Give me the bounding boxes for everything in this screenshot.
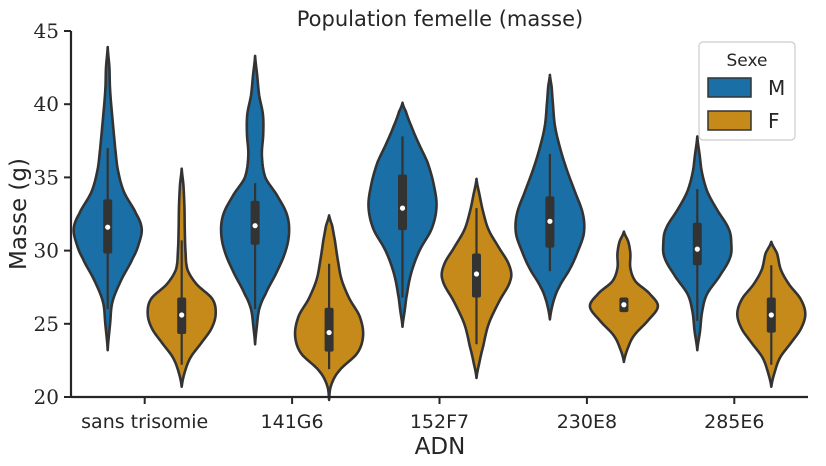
violin-iqr-box: [324, 307, 334, 352]
y-tick-label: 25: [34, 312, 59, 336]
violin-median-dot: [473, 271, 480, 277]
violin-median-dot: [252, 223, 258, 229]
x-axis-title: ADN: [415, 434, 466, 460]
y-tick-label: 45: [34, 19, 59, 43]
violin-median-dot: [547, 218, 553, 224]
violin-median-dot: [179, 312, 185, 318]
x-tick-label: sans trisomie: [81, 411, 208, 433]
violin-median-dot: [326, 329, 332, 336]
violin-median-dot: [694, 246, 700, 252]
y-axis-ticks: 20 25 30 35 40 45: [34, 19, 71, 409]
x-tick-label: 230E8: [557, 411, 617, 433]
x-axis-ticks: sans trisomie 141G6 152F7 230E8 285E6: [81, 397, 764, 433]
y-axis-title: Masse (g): [6, 158, 32, 270]
violin-f: [588, 230, 660, 364]
legend: Sexe M F: [698, 41, 796, 141]
violin-iqr-box: [398, 174, 407, 231]
y-tick-label: 35: [34, 165, 59, 189]
x-tick-label: 152F7: [410, 411, 469, 433]
y-tick-label: 40: [34, 92, 59, 116]
legend-swatch-m: [707, 77, 752, 98]
chart-title: Population femelle (masse): [297, 7, 583, 31]
violin-layer: [72, 45, 807, 402]
legend-title: Sexe: [727, 51, 768, 71]
legend-label-f: F: [768, 109, 780, 133]
violin-iqr-box: [250, 200, 260, 245]
y-tick-label: 20: [34, 385, 59, 409]
violin-median-dot: [399, 205, 406, 211]
y-tick-label: 30: [34, 239, 59, 263]
legend-swatch-f: [707, 110, 752, 131]
violin-median-dot: [621, 302, 627, 308]
violin-median-dot: [768, 312, 774, 318]
x-tick-label: 285E6: [704, 411, 764, 433]
violin-median-dot: [105, 224, 111, 230]
violin-iqr-box: [692, 222, 702, 266]
x-tick-label: 141G6: [261, 411, 324, 433]
legend-label-m: M: [768, 76, 785, 100]
